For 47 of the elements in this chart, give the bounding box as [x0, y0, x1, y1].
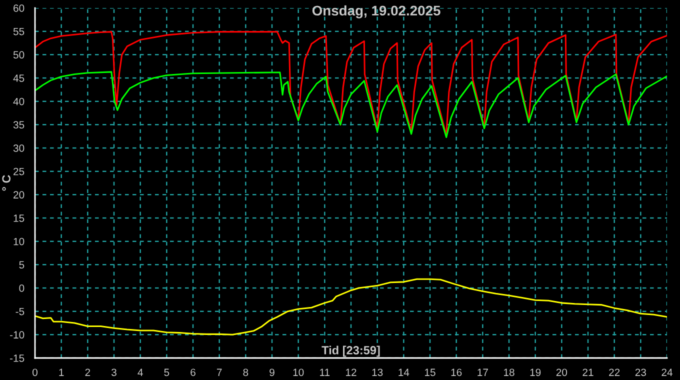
x-tick-label: 19 — [530, 368, 541, 376]
x-tick-label: 17 — [478, 368, 488, 376]
x-tick-label: 12 — [346, 368, 356, 376]
x-axis-title: Tid [23:59] — [322, 346, 380, 357]
x-tick-label: 2 — [85, 368, 90, 376]
x-tick-label: 1 — [59, 368, 64, 376]
x-tick-label: 4 — [138, 368, 143, 376]
x-tick-label: 9 — [270, 368, 274, 376]
x-tick-label: 22 — [609, 368, 620, 376]
x-tick-label: 16 — [451, 368, 462, 376]
y-tick-label: 30 — [13, 144, 24, 152]
y-tick-label: 40 — [13, 98, 24, 106]
x-tick-label: 23 — [635, 368, 646, 376]
x-tick-label: 14 — [398, 368, 410, 376]
x-tick-label: 0 — [32, 368, 38, 376]
x-tick-label: 8 — [243, 368, 248, 376]
y-tick-label: 60 — [14, 4, 24, 12]
x-tick-label: 15 — [425, 368, 436, 376]
x-tick-label: 20 — [556, 368, 568, 376]
x-tick-label: 10 — [293, 368, 304, 376]
y-axis-title: ° C — [2, 175, 11, 191]
y-tick-label: 55 — [13, 28, 24, 36]
y-tick-label: 20 — [14, 191, 24, 199]
y-tick-label: -15 — [10, 354, 24, 362]
x-tick-label: 13 — [372, 368, 383, 376]
y-tick-label: 35 — [13, 121, 24, 129]
line-series — [35, 71, 667, 138]
x-tick-label: 24 — [662, 368, 672, 376]
x-tick-label: 6 — [190, 368, 196, 376]
chart-title: Onsdag, 19.02.2025 — [312, 5, 440, 18]
x-tick-label: 18 — [504, 368, 514, 376]
y-tick-label: 15 — [14, 214, 24, 222]
y-tick-label: -5 — [16, 308, 24, 316]
y-tick-label: 45 — [13, 74, 24, 82]
line-series — [35, 278, 667, 336]
x-tick-label: 3 — [112, 368, 116, 376]
y-tick-label: 5 — [19, 261, 24, 269]
x-tick-label: 7 — [216, 368, 222, 376]
y-tick-label: -10 — [10, 331, 24, 339]
x-tick-label: 11 — [320, 368, 330, 376]
x-tick-label: 21 — [582, 368, 594, 376]
y-tick-label: 10 — [14, 238, 24, 246]
line-series — [35, 31, 667, 136]
y-tick-label: 50 — [13, 51, 24, 59]
y-tick-label: 0 — [19, 284, 24, 292]
y-tick-label: 25 — [14, 168, 24, 176]
x-tick-label: 5 — [164, 368, 170, 376]
